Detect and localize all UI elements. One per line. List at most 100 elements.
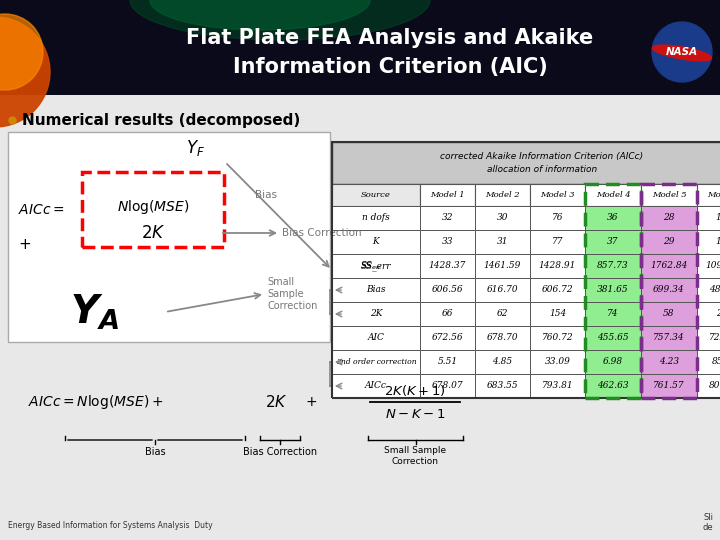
Text: 699.34: 699.34 [653, 286, 685, 294]
Bar [530, 206, 585, 230]
Bar [697, 350, 720, 374]
Text: Numerical results (decomposed): Numerical results (decomposed) [22, 112, 300, 127]
Text: 28: 28 [663, 213, 675, 222]
Text: 672.56: 672.56 [432, 334, 463, 342]
Text: 30: 30 [497, 213, 508, 222]
Bar [641, 278, 697, 302]
Text: 37: 37 [607, 238, 618, 246]
Bar [332, 142, 720, 184]
Text: 62: 62 [497, 309, 508, 319]
FancyBboxPatch shape [82, 172, 224, 247]
Text: 29: 29 [663, 238, 675, 246]
Text: 1461.59: 1461.59 [484, 261, 521, 271]
Bar [641, 254, 697, 278]
Bar [332, 326, 420, 350]
Text: 36: 36 [607, 213, 618, 222]
Bar [332, 350, 420, 374]
Bar [0, 95, 720, 540]
Text: 117: 117 [716, 238, 720, 246]
Text: 760.72: 760.72 [541, 334, 573, 342]
Bar [530, 326, 585, 350]
Text: $\boldsymbol{Y_F}$: $\boldsymbol{Y_F}$ [186, 138, 204, 158]
Bar [475, 350, 530, 374]
Bar [332, 184, 420, 206]
Text: n dofs: n dofs [362, 213, 390, 222]
Text: K: K [373, 238, 379, 246]
Text: Model 3: Model 3 [540, 191, 575, 199]
Bar [697, 302, 720, 326]
Text: 74: 74 [607, 309, 618, 319]
Text: 234: 234 [716, 309, 720, 319]
Text: 793.81: 793.81 [541, 381, 573, 390]
Bar [8, 132, 330, 342]
Text: NASA: NASA [666, 47, 698, 57]
Bar [585, 278, 641, 302]
Circle shape [0, 17, 50, 127]
Bar [475, 184, 530, 206]
Text: 722.20: 722.20 [708, 334, 720, 342]
Text: 77: 77 [552, 238, 563, 246]
Text: Small Sample
Correction: Small Sample Correction [384, 446, 446, 465]
Bar [641, 184, 697, 206]
Bar [420, 184, 475, 206]
Bar [530, 302, 585, 326]
Text: 1428.91: 1428.91 [539, 261, 576, 271]
Text: 116: 116 [716, 213, 720, 222]
Bar [697, 206, 720, 230]
Text: 1092.14: 1092.14 [706, 261, 720, 271]
Ellipse shape [652, 45, 711, 61]
Bar [697, 278, 720, 302]
Text: $2K$: $2K$ [265, 394, 288, 410]
Text: $N-K-1$: $N-K-1$ [384, 408, 445, 421]
Bar [641, 230, 697, 254]
Bar [332, 206, 420, 230]
Text: 462.63: 462.63 [597, 381, 629, 390]
Ellipse shape [130, 0, 430, 40]
Text: $2K$: $2K$ [140, 225, 166, 241]
Bar [530, 254, 585, 278]
Bar [332, 254, 420, 278]
Text: Sli: Sli [703, 513, 713, 522]
Bar [697, 254, 720, 278]
Bar [697, 184, 720, 206]
Bar [585, 230, 641, 254]
Text: Model 2: Model 2 [485, 191, 520, 199]
Text: $SS_{err}$: $SS_{err}$ [359, 260, 382, 272]
Bar [641, 302, 697, 326]
Circle shape [652, 22, 712, 82]
Text: $\boldsymbol{Y}_{\boldsymbol{A}}$: $\boldsymbol{Y}_{\boldsymbol{A}}$ [71, 292, 120, 332]
Text: Small
Sample
Correction: Small Sample Correction [267, 278, 318, 310]
Bar [420, 302, 475, 326]
Text: 381.65: 381.65 [597, 286, 629, 294]
Text: Source: Source [361, 191, 391, 199]
Text: allocation of information: allocation of information [487, 165, 597, 173]
Text: Model 6: Model 6 [707, 191, 720, 199]
Bar [585, 184, 641, 206]
Bar [475, 254, 530, 278]
Bar [420, 206, 475, 230]
Text: Bias: Bias [145, 447, 166, 457]
Text: $AICc = N\log(MSE) +$: $AICc = N\log(MSE) +$ [28, 393, 163, 411]
Text: $N\log(MSE)$: $N\log(MSE)$ [117, 198, 189, 216]
Text: 1428.37: 1428.37 [429, 261, 466, 271]
Bar [475, 278, 530, 302]
Text: 66: 66 [442, 309, 454, 319]
Text: AICc: AICc [365, 381, 387, 390]
Text: SS_err: SS_err [361, 261, 391, 271]
Bar [697, 374, 720, 398]
Text: 58: 58 [663, 309, 675, 319]
Text: 6.98: 6.98 [603, 357, 623, 367]
Text: Energy Based Information for Systems Analysis  Duty: Energy Based Information for Systems Ana… [8, 521, 212, 530]
Bar [420, 230, 475, 254]
Bar [641, 350, 697, 374]
Text: 76: 76 [552, 213, 563, 222]
Bar [530, 184, 585, 206]
Text: Bias: Bias [366, 286, 386, 294]
Bar [332, 278, 420, 302]
Bar [641, 206, 697, 230]
Text: de: de [703, 523, 714, 532]
Text: Flat Plate FEA Analysis and Akaike: Flat Plate FEA Analysis and Akaike [186, 28, 593, 48]
Bar [475, 230, 530, 254]
Bar [585, 302, 641, 326]
Text: 85.49: 85.49 [711, 357, 720, 367]
